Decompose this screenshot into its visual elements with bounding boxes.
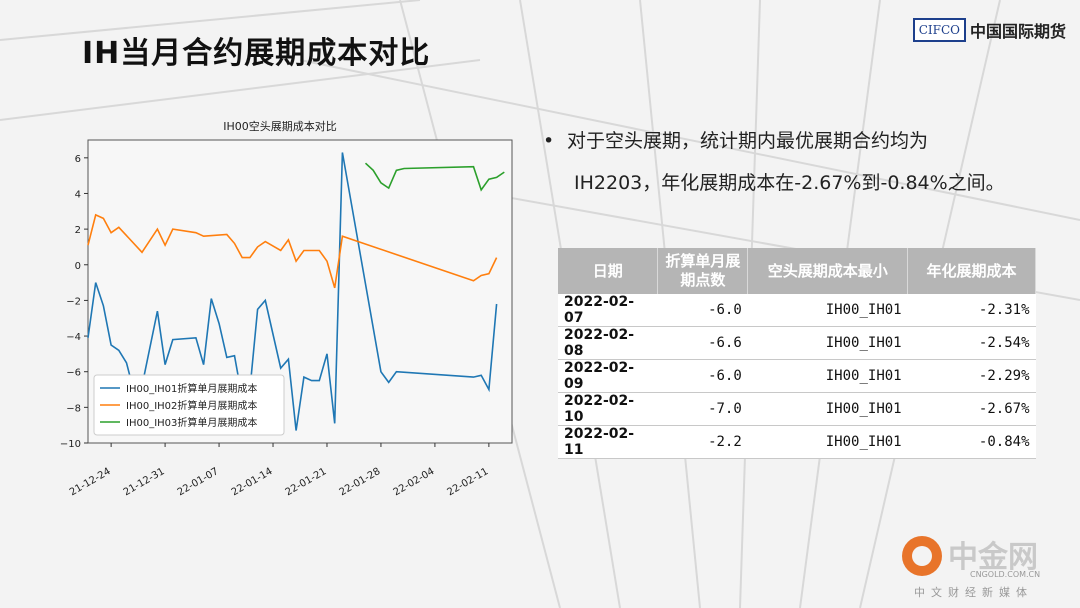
x-tick-label: 22-02-04	[392, 466, 437, 498]
y-tick-label: −6	[66, 368, 81, 379]
watermark-name: 中金网	[948, 540, 1038, 575]
watermark-url: CNGOLD.COM.CN	[970, 570, 1041, 579]
cell-annual-cost: -2.29%	[907, 359, 1036, 393]
watermark-logo-inner	[912, 546, 932, 566]
header-date: 日期	[558, 248, 659, 294]
x-tick-label: 21-12-24	[68, 466, 113, 498]
line-chart: 6 4 2 0 −2 −4 −6 −8 −10 21-12-24 21-12-31 22-01-07 2…	[60, 139, 513, 498]
header-contract: 空头展期成本最小	[747, 248, 909, 294]
x-tick-label: 22-02-11	[446, 466, 491, 498]
summary-bullet: • 对于空头展期，统计期内最优展期合约均为 IH2203，年化展期成本在-2.67…	[543, 120, 1063, 204]
header-points: 折算单月展期点数	[657, 248, 749, 294]
cell-annual-cost: -2.54%	[907, 326, 1036, 360]
logo-name: 中国国际期货	[969, 22, 1066, 41]
series-line-2	[87, 213, 498, 289]
y-tick-label: −4	[66, 332, 81, 343]
chart-title: IH00空头展期成本对比	[223, 120, 337, 133]
cell-contract: IH00_IH01	[747, 359, 908, 393]
series-line-3	[364, 162, 505, 192]
table-row: 2022-02-07 -6.0 IH00_IH01 -2.31%	[558, 294, 1036, 327]
cell-date: 2022-02-09	[558, 359, 658, 393]
y-tick-label: −10	[60, 439, 81, 450]
chart-container: IH00空头展期成本对比 6 4 2 0 −2 −4 −6 −8 −10 21-12-24 21-1…	[40, 110, 520, 500]
cell-annual-cost: -2.31%	[907, 294, 1036, 327]
bullet-dot: •	[543, 130, 555, 152]
cell-points: -2.2	[657, 425, 748, 459]
cell-contract: IH00_IH01	[747, 326, 908, 360]
legend-box	[93, 374, 285, 436]
y-tick-label: −8	[66, 403, 81, 414]
watermark: 中金网 CNGOLD.COM.CN 中文财经新媒体	[902, 528, 1062, 599]
cell-date: 2022-02-11	[558, 425, 658, 459]
bullet-line-2: IH2203，年化展期成本在-2.67%到-0.84%之间。	[574, 172, 1005, 194]
y-tick-label: −2	[66, 296, 81, 307]
table-row: 2022-02-10 -7.0 IH00_IH01 -2.67%	[558, 392, 1036, 426]
cell-points: -7.0	[657, 392, 748, 426]
table-row: 2022-02-11 -2.2 IH00_IH01 -0.84%	[558, 425, 1036, 459]
cell-date: 2022-02-10	[558, 392, 658, 426]
table-header-row: 日期 折算单月展期点数 空头展期成本最小 年化展期成本	[558, 248, 1036, 294]
cell-contract: IH00_IH01	[747, 425, 908, 459]
cell-points: -6.0	[657, 294, 748, 327]
cell-date: 2022-02-07	[558, 294, 658, 327]
y-tick-label: 6	[75, 154, 81, 165]
y-tick-label: 2	[75, 225, 81, 236]
cell-points: -6.6	[657, 326, 748, 360]
company-logo: CIFCO 中国国际期货	[912, 14, 1066, 46]
x-tick-label: 22-01-28	[338, 466, 383, 498]
y-tick-label: 4	[75, 189, 81, 200]
x-tick-label: 22-01-07	[176, 466, 221, 498]
table-row: 2022-02-09 -6.0 IH00_IH01 -2.29%	[558, 359, 1036, 393]
page-title: IH当月合约展期成本对比	[82, 36, 431, 71]
cell-contract: IH00_IH01	[747, 392, 908, 426]
x-tick-label: 21-12-31	[122, 466, 167, 498]
watermark-subtitle: 中文财经新媒体	[914, 586, 1033, 599]
cell-date: 2022-02-08	[558, 326, 658, 360]
cell-points: -6.0	[657, 359, 748, 393]
legend-label: IH00_IH02折算单月展期成本	[126, 399, 257, 412]
cell-annual-cost: -2.67%	[907, 392, 1036, 426]
y-tick-label: 0	[75, 261, 81, 272]
header-annual-cost: 年化展期成本	[907, 248, 1036, 294]
legend-label: IH00_IH01折算单月展期成本	[126, 382, 257, 395]
table-row: 2022-02-08 -6.6 IH00_IH01 -2.54%	[558, 326, 1036, 360]
logo-box: CIFCO	[912, 18, 966, 42]
cell-annual-cost: -0.84%	[907, 425, 1036, 459]
legend-label: IH00_IH03折算单月展期成本	[126, 416, 257, 429]
bullet-line-1: 对于空头展期，统计期内最优展期合约均为	[567, 130, 929, 152]
x-tick-label: 22-01-21	[284, 466, 329, 498]
x-tick-label: 22-01-14	[230, 466, 275, 498]
cost-table: 日期 折算单月展期点数 空头展期成本最小 年化展期成本 2022-02-07 -…	[558, 248, 1036, 459]
cell-contract: IH00_IH01	[747, 294, 908, 327]
